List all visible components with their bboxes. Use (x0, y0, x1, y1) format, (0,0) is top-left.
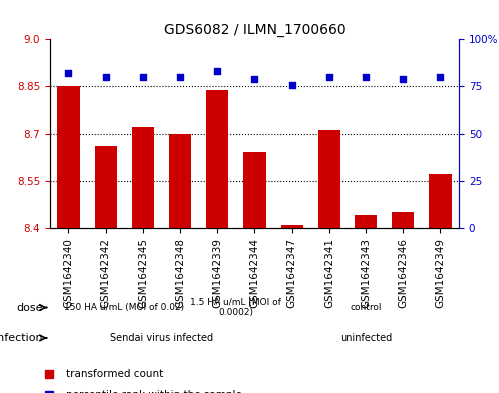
Point (325, 74, 333, 80)
Point (213, 68, 221, 75)
Bar (318, 130, 340, 228)
Text: transformed count: transformed count (66, 369, 164, 378)
Point (399, 76, 407, 82)
Bar (169, 134, 191, 228)
Point (362, 74, 370, 80)
Bar (355, 215, 377, 228)
Bar (280, 225, 303, 228)
Title: GDS6082 / ILMN_1700660: GDS6082 / ILMN_1700660 (164, 23, 345, 37)
Text: uninfected: uninfected (340, 333, 392, 343)
Bar (429, 174, 452, 228)
Point (102, 74, 110, 80)
Text: 1.5 HA u/mL (MOI of
0.0002): 1.5 HA u/mL (MOI of 0.0002) (191, 298, 281, 317)
Text: infection: infection (0, 333, 42, 343)
Text: percentile rank within the sample: percentile rank within the sample (66, 390, 242, 393)
Bar (57, 86, 80, 228)
Text: 150 HA u/mL (MOI of 0.02): 150 HA u/mL (MOI of 0.02) (64, 303, 184, 312)
Text: dose: dose (16, 303, 42, 312)
Bar (244, 152, 265, 228)
Point (176, 74, 184, 80)
Bar (94, 146, 117, 228)
Bar (392, 212, 415, 228)
Text: control: control (350, 303, 382, 312)
Point (437, 74, 445, 80)
Point (288, 81, 296, 88)
Point (64, 70, 72, 76)
Bar (132, 127, 154, 228)
Point (250, 76, 258, 82)
Bar (206, 90, 229, 228)
Text: Sendai virus infected: Sendai virus infected (110, 333, 213, 343)
Point (139, 74, 147, 80)
